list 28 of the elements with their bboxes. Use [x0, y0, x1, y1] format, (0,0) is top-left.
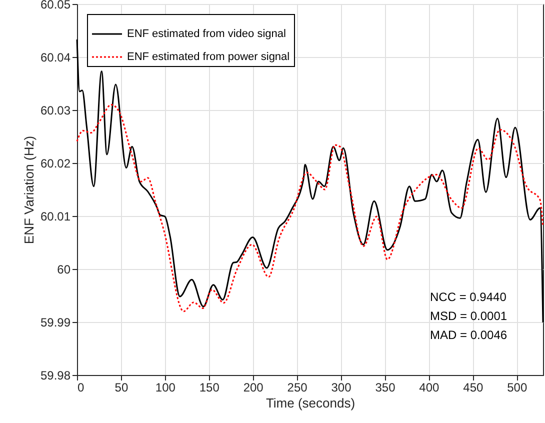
y-axis-title: ENF Variation (Hz) [21, 136, 36, 244]
x-tick-label: 450 [463, 380, 484, 394]
x-tick-label: 100 [155, 380, 176, 394]
x-tick-label: 300 [331, 380, 352, 394]
x-tick-label: 150 [199, 380, 220, 394]
x-tick-label: 350 [375, 380, 396, 394]
x-tick-label: 200 [243, 380, 264, 394]
legend-label: ENF estimated from power signal [127, 51, 290, 63]
y-tick-label: 60.02 [40, 156, 71, 170]
x-tick-label: 500 [507, 380, 528, 394]
x-tick-label: 400 [419, 380, 440, 394]
annotation: MAD = 0.0046 [430, 328, 508, 342]
x-tick-label: 50 [114, 380, 128, 394]
line-series [76, 38, 544, 324]
line-series [76, 104, 544, 312]
y-tick-label: 60.03 [40, 104, 71, 118]
x-tick-label: 250 [287, 380, 308, 394]
y-tick-label: 59.98 [40, 368, 71, 382]
y-tick-label: 60.04 [40, 50, 71, 64]
y-tick-label: 60 [57, 262, 71, 276]
x-tick-label: 0 [78, 380, 84, 394]
y-tick-label: 59.99 [40, 316, 71, 330]
y-tick-label: 60.05 [40, 0, 71, 12]
annotation: MSD = 0.0001 [430, 309, 508, 323]
legend-label: ENF estimated from video signal [127, 28, 286, 40]
x-axis-title: Time (seconds) [266, 396, 356, 410]
y-tick-label: 60.01 [40, 210, 71, 224]
annotation: NCC = 0.9440 [430, 290, 507, 304]
